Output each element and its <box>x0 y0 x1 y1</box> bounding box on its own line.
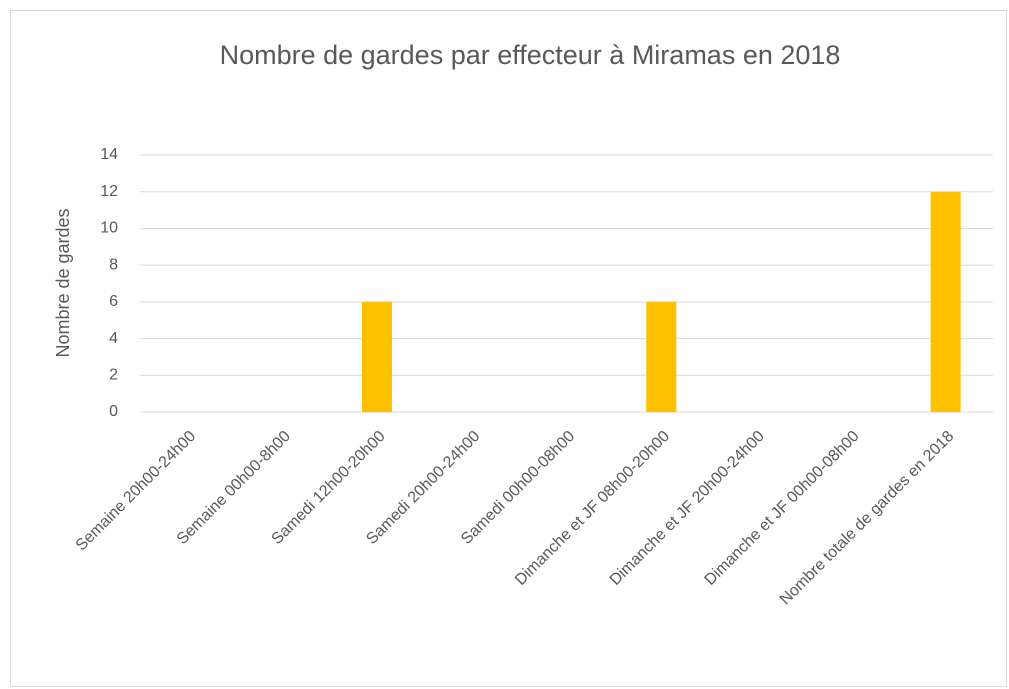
y-tick-label: 2 <box>109 367 118 384</box>
bar <box>930 191 961 412</box>
chart-border <box>10 10 1007 687</box>
y-tick-label: 8 <box>109 256 118 273</box>
y-tick-label: 10 <box>100 220 118 237</box>
y-tick-label: 0 <box>109 403 118 420</box>
chart-title: Nombre de gardes par effecteur à Miramas… <box>220 40 841 70</box>
y-tick-label: 4 <box>109 330 118 347</box>
y-tick-label: 14 <box>100 146 118 163</box>
y-axis-label: Nombre de gardes <box>53 208 73 357</box>
y-tick-label: 12 <box>100 183 118 200</box>
y-tick-label: 6 <box>109 293 118 310</box>
bar <box>646 301 677 412</box>
bar <box>361 301 392 412</box>
